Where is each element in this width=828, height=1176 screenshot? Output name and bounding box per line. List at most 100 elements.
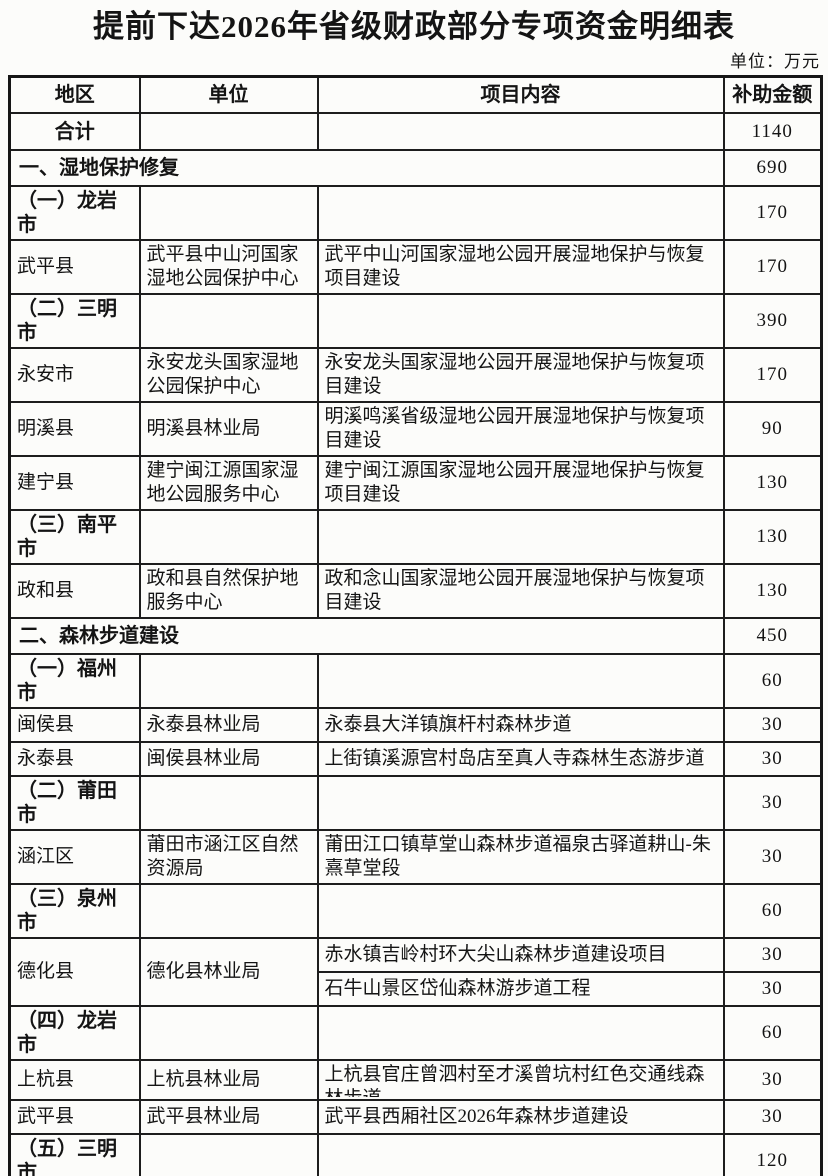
subsection-row: （一）福州市 60 <box>8 653 823 709</box>
amount-cell: 30 <box>722 707 823 743</box>
project-cell: 石牛山景区岱仙森林游步道工程 <box>316 971 725 1007</box>
amount-cell: 390 <box>722 293 823 349</box>
data-row: 德化县 德化县林业局 赤水镇吉岭村环大尖山森林步道建设项目 30 <box>8 937 823 1007</box>
region-cell: 永安市 <box>8 347 141 403</box>
data-row: 闽侯县 永泰县林业局 永泰县大洋镇旗杆村森林步道 30 <box>8 707 823 743</box>
data-row: 石牛山景区岱仙森林游步道工程 30 <box>10 971 823 1007</box>
amount-cell: 170 <box>722 347 823 403</box>
project-cell: 上街镇溪源宫村岛店至真人寺森林生态游步道 <box>316 741 725 777</box>
unit-cell: 明溪县林业局 <box>138 401 319 457</box>
unit-note: 单位：万元 <box>730 52 820 71</box>
subsection-label-cell: （五）三明市 <box>8 1133 141 1176</box>
unit-cell <box>138 112 319 151</box>
unit-cell <box>138 653 319 709</box>
unit-cell: 武平县林业局 <box>138 1099 319 1135</box>
project-cell <box>316 112 725 151</box>
data-row: 明溪县 明溪县林业局 明溪鸣溪省级湿地公园开展湿地保护与恢复项目建设 90 <box>8 401 823 457</box>
unit-cell <box>138 1005 319 1061</box>
subsection-label-cell: （三）南平市 <box>8 509 141 565</box>
project-cell <box>316 775 725 831</box>
project-cell: 永泰县大洋镇旗杆村森林步道 <box>316 707 725 743</box>
amount-cell: 90 <box>722 401 823 457</box>
data-row: 永安市 永安龙头国家湿地公园保护中心 永安龙头国家湿地公园开展湿地保护与恢复项目建设… <box>8 347 823 403</box>
data-row: 建宁县 建宁闽江源国家湿地公园服务中心 建宁闽江源国家湿地公园开展湿地保护与恢复项目… <box>8 455 823 511</box>
section-row: 一、湿地保护修复 690 <box>8 149 823 187</box>
subsection-label-cell: （四）龙岩市 <box>8 1005 141 1061</box>
project-cell: 赤水镇吉岭村环大尖山森林步道建设项目 <box>316 937 725 973</box>
data-row: 武平县 武平县中山河国家湿地公园保护中心 武平中山河国家湿地公园开展湿地保护与恢复项… <box>8 239 823 295</box>
project-text-clipped: 上杭县官庄曾泗村至才溪曾坑村红色交通线森林步道 <box>324 1064 705 1097</box>
amount-cell: 130 <box>722 509 823 565</box>
project-cell <box>316 883 725 939</box>
subsection-label-cell: （一）福州市 <box>8 653 141 709</box>
subsection-row: （四）龙岩市 60 <box>8 1005 823 1061</box>
amount-cell: 690 <box>722 149 823 187</box>
subsection-label-cell: （二）三明市 <box>8 293 141 349</box>
region-cell: 政和县 <box>8 563 141 619</box>
section-row: 二、森林步道建设 450 <box>8 617 823 655</box>
project-cell: 建宁闽江源国家湿地公园开展湿地保护与恢复项目建设 <box>316 455 725 511</box>
page-title: 提前下达2026年省级财政部分专项资金明细表 <box>93 9 735 44</box>
project-cell: 明溪鸣溪省级湿地公园开展湿地保护与恢复项目建设 <box>316 401 725 457</box>
unit-cell <box>138 775 319 831</box>
data-row: 政和县 政和县自然保护地服务中心 政和念山国家湿地公园开展湿地保护与恢复项目建设 13… <box>8 563 823 619</box>
unit-cell: 闽侯县林业局 <box>138 741 319 777</box>
unit-cell: 永安龙头国家湿地公园保护中心 <box>138 347 319 403</box>
data-row: 永泰县 闽侯县林业局 上街镇溪源宫村岛店至真人寺森林生态游步道 30 <box>8 741 823 777</box>
amount-cell: 120 <box>722 1133 823 1176</box>
project-cell: 上杭县官庄曾泗村至才溪曾坑村红色交通线森林步道 <box>316 1059 725 1101</box>
subsection-label-cell: （三）泉州市 <box>8 883 141 939</box>
subsection-label-cell: （二）莆田市 <box>8 775 141 831</box>
amount-cell: 170 <box>722 239 823 295</box>
amount-cell: 170 <box>722 185 823 241</box>
unit-cell: 武平县中山河国家湿地公园保护中心 <box>138 239 319 295</box>
subsection-row: （二）三明市 390 <box>8 293 823 349</box>
amount-cell: 30 <box>722 775 823 831</box>
unit-cell: 德化县林业局 <box>138 937 319 1007</box>
unit-cell: 建宁闽江源国家湿地公园服务中心 <box>138 455 319 511</box>
col-header-region: 地区 <box>8 75 141 114</box>
project-cell <box>316 1005 725 1061</box>
project-cell: 永安龙头国家湿地公园开展湿地保护与恢复项目建设 <box>316 347 725 403</box>
subsection-label-cell: （一）龙岩市 <box>8 185 141 241</box>
col-header-unit: 单位 <box>138 75 319 114</box>
unit-cell: 莆田市涵江区自然资源局 <box>138 829 319 885</box>
amount-cell: 30 <box>722 1099 823 1135</box>
data-row: 涵江区 莆田市涵江区自然资源局 莆田江口镇草堂山森林步道福泉古驿道耕山-朱熹草堂段 3… <box>8 829 823 885</box>
project-cell: 莆田江口镇草堂山森林步道福泉古驿道耕山-朱熹草堂段 <box>316 829 725 885</box>
project-cell <box>316 185 725 241</box>
table-body: 合计 1140 一、湿地保护修复 690 （一）龙岩市 170 武平县 武平县中山河国家湿地公… <box>8 112 823 1176</box>
region-cell: 涵江区 <box>8 829 141 885</box>
amount-cell: 130 <box>722 563 823 619</box>
project-cell <box>316 653 725 709</box>
amount-cell: 60 <box>722 653 823 709</box>
amount-cell: 30 <box>722 829 823 885</box>
subsection-row: （二）莆田市 30 <box>8 775 823 831</box>
amount-cell: 30 <box>722 937 823 973</box>
total-row: 合计 1140 <box>8 112 823 151</box>
section-label-cell: 二、森林步道建设 <box>8 617 725 655</box>
unit-cell <box>138 293 319 349</box>
table-header: 地区 单位 项目内容 补助金额 <box>8 75 823 114</box>
amount-cell: 30 <box>722 741 823 777</box>
unit-cell: 永泰县林业局 <box>138 707 319 743</box>
col-header-project: 项目内容 <box>316 75 725 114</box>
amount-cell: 450 <box>722 617 823 655</box>
project-cell: 政和念山国家湿地公园开展湿地保护与恢复项目建设 <box>316 563 725 619</box>
region-cell: 永泰县 <box>8 741 141 777</box>
data-row: 武平县 武平县林业局 武平县西厢社区2026年森林步道建设 30 <box>8 1099 823 1135</box>
region-cell: 建宁县 <box>8 455 141 511</box>
project-cell <box>316 1133 725 1176</box>
header-row: 地区 单位 项目内容 补助金额 <box>8 75 823 114</box>
unit-cell <box>138 1133 319 1176</box>
total-label-cell: 合计 <box>8 112 141 151</box>
project-cell: 武平中山河国家湿地公园开展湿地保护与恢复项目建设 <box>316 239 725 295</box>
amount-cell: 60 <box>722 883 823 939</box>
unit-cell: 上杭县林业局 <box>138 1059 319 1101</box>
region-cell: 德化县 <box>8 937 141 1007</box>
project-cell <box>316 509 725 565</box>
section-label-cell: 一、湿地保护修复 <box>8 149 725 187</box>
region-cell: 武平县 <box>8 1099 141 1135</box>
subsection-row: （三）泉州市 60 <box>8 883 823 939</box>
